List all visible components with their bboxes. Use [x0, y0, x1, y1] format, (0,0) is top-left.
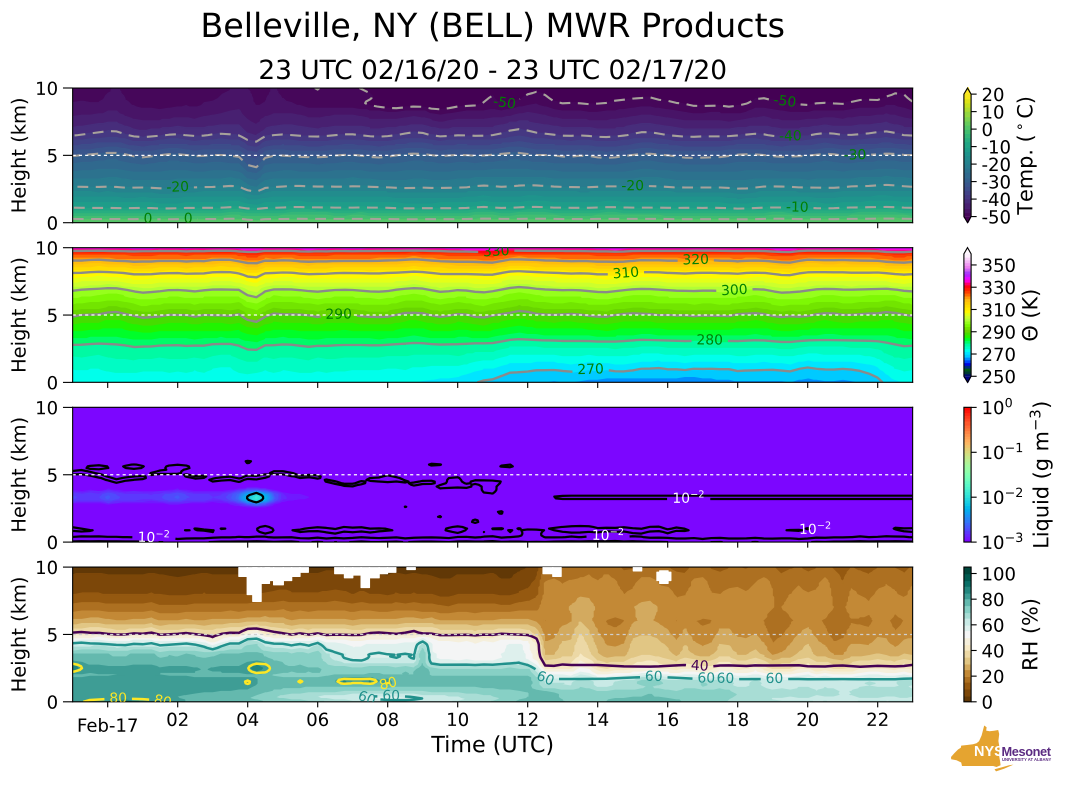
svg-text:Mesonet: Mesonet	[1002, 744, 1052, 759]
svg-text:UNIVERSITY AT ALBANY: UNIVERSITY AT ALBANY	[1002, 757, 1051, 762]
svg-text:NYS: NYS	[974, 744, 1004, 760]
